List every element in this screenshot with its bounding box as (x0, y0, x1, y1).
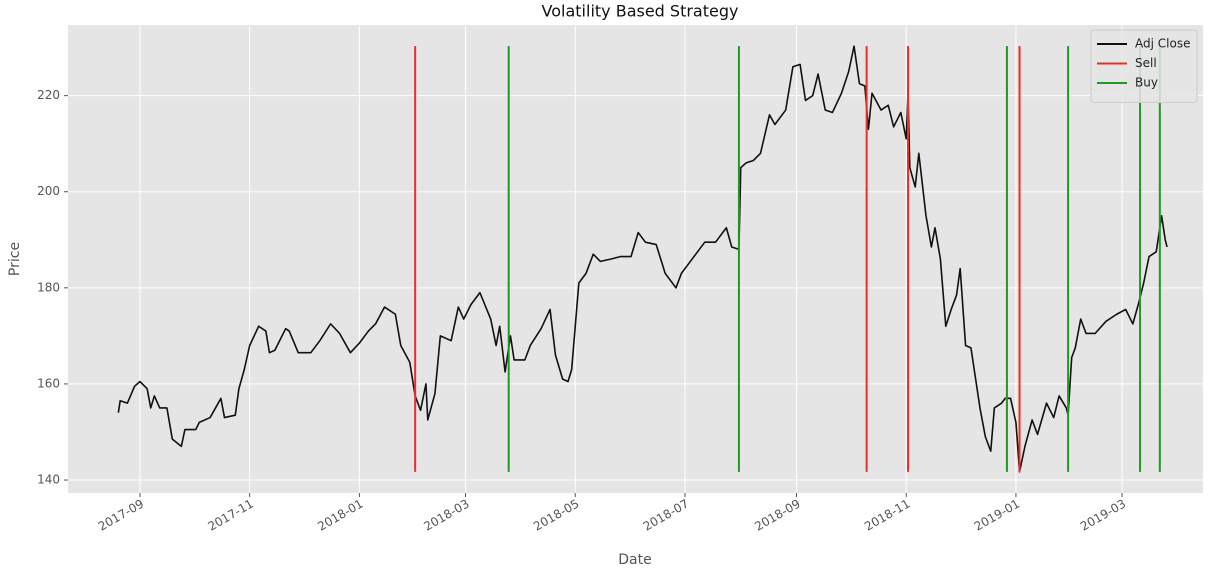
y-tick-label: 180 (37, 280, 60, 294)
x-tick-label: 2018-03 (421, 497, 471, 534)
x-tick-label: 2017-11 (205, 497, 255, 534)
chart-title: Volatility Based Strategy (542, 2, 739, 21)
x-tick-label: 2018-07 (641, 497, 691, 534)
legend-label: Buy (1135, 76, 1158, 90)
x-tick-label: 2018-11 (862, 497, 912, 534)
legend-label: Adj Close (1135, 37, 1190, 51)
x-tick-label: 2018-09 (752, 497, 802, 534)
y-tick-label: 200 (37, 184, 60, 198)
y-tick-label: 140 (37, 473, 60, 487)
x-tick-label: 2018-01 (315, 497, 365, 534)
legend-box (1090, 29, 1198, 103)
x-axis-label: Date (618, 552, 651, 568)
x-tick-label: 2017-09 (96, 497, 146, 534)
x-tick-label: 2019-03 (1078, 497, 1128, 534)
y-tick-label: 160 (37, 376, 60, 390)
x-tick-label: 2018-05 (531, 497, 581, 534)
legend-label: Sell (1135, 56, 1157, 70)
y-axis-label: Price (7, 242, 23, 276)
legend: Adj Close Sell Buy (1090, 29, 1198, 103)
x-tick-label: 2019-01 (972, 497, 1022, 534)
y-tick-label: 220 (37, 88, 60, 102)
